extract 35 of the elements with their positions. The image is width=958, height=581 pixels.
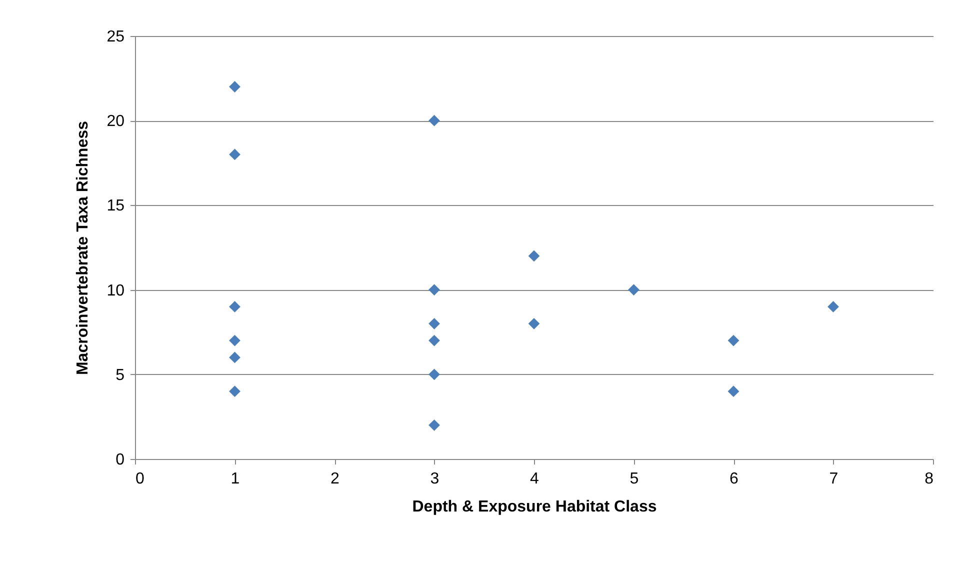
x-tick-label: 8 <box>924 470 934 488</box>
y-tick-label: 10 <box>106 282 125 300</box>
x-axis-title: Depth & Exposure Habitat Class <box>412 498 657 516</box>
point <box>828 301 839 312</box>
point <box>428 114 440 126</box>
point <box>229 352 240 364</box>
point <box>229 148 240 160</box>
point <box>229 81 240 92</box>
x-tick-label: 7 <box>829 470 838 488</box>
x-tick-label: 1 <box>230 470 240 488</box>
x-tick-label: 2 <box>330 470 340 488</box>
point <box>528 250 540 262</box>
x-tick-label: 4 <box>530 470 540 488</box>
x-tick-label: 0 <box>136 470 144 488</box>
point <box>428 318 440 330</box>
y-tick-label: 15 <box>106 198 125 215</box>
x-tick-label: 5 <box>630 470 639 488</box>
y-tick-label: 20 <box>106 113 125 130</box>
point <box>229 301 240 312</box>
x-tick-label: 6 <box>730 470 739 488</box>
point <box>229 386 240 398</box>
point <box>428 368 440 380</box>
point <box>428 334 440 346</box>
y-tick-label: 25 <box>106 28 125 46</box>
point <box>428 284 440 296</box>
x-tick-label: 3 <box>430 470 440 488</box>
point <box>728 334 740 346</box>
y-tick-label: 5 <box>116 366 125 384</box>
point <box>428 419 440 431</box>
point <box>628 284 640 296</box>
y-tick-label: 0 <box>116 452 125 468</box>
y-axis-title: Macroinvertebrate Taxa Richness <box>74 120 92 376</box>
point <box>229 334 240 346</box>
point <box>528 318 540 330</box>
point <box>728 386 740 398</box>
